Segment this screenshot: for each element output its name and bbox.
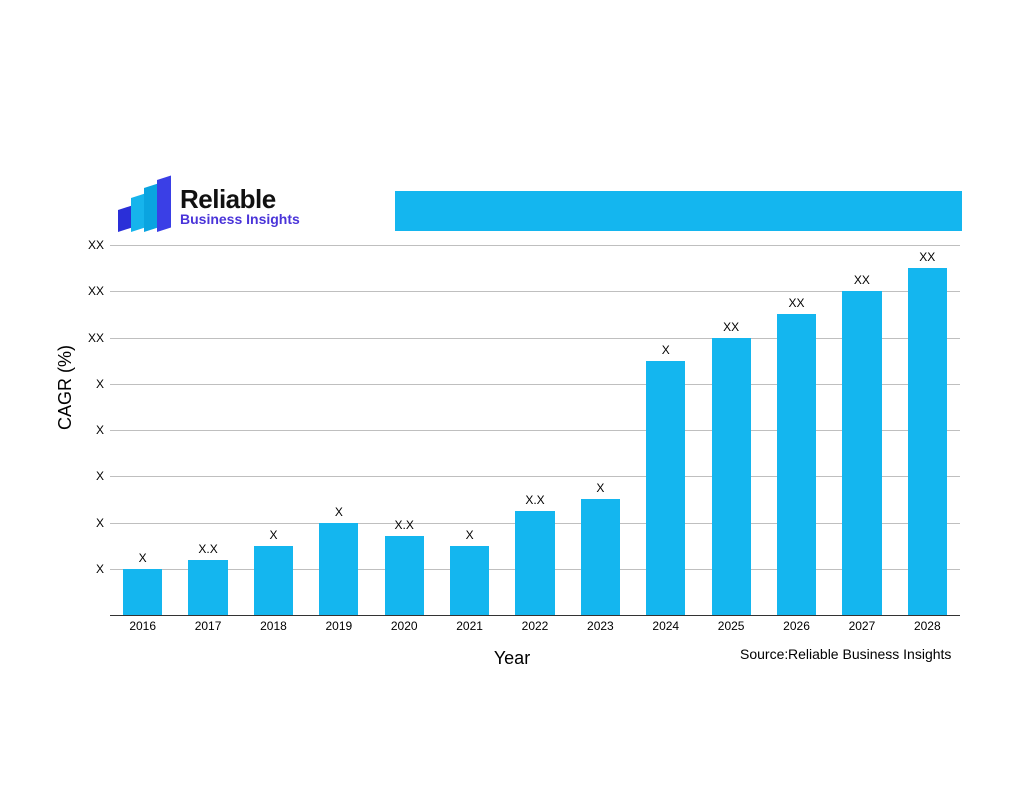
logo-bar-icon [144,183,158,232]
bar [188,560,227,616]
bar-value-label: XX [723,320,739,334]
bar-value-label: XX [919,250,935,264]
x-tick-label: 2020 [391,619,418,633]
source-value: Reliable Business Insights [788,646,951,662]
bar-value-label: X [662,343,670,357]
logo-line1: Reliable [180,186,300,212]
y-tick-label: X [72,562,104,576]
gridline [110,291,960,292]
y-tick-label: X [72,377,104,391]
bar [385,536,424,615]
logo-bars-icon [118,180,174,232]
gridline [110,430,960,431]
x-tick-label: 2025 [718,619,745,633]
y-tick-label: XX [72,331,104,345]
logo-bar-icon [118,205,132,232]
bar-value-label: XX [854,273,870,287]
bar [319,523,358,616]
y-tick-label: XX [72,284,104,298]
brand-logo: Reliable Business Insights [118,180,300,232]
plot-area: XXXXXXXXXXXX2016X.X2017X2018X2019X.X2020… [110,245,960,616]
y-axis-label: CAGR (%) [55,345,76,430]
bar [777,314,816,615]
x-tick-label: 2026 [783,619,810,633]
bar-value-label: X [466,528,474,542]
bar-value-label: X.X [395,518,414,532]
source-label: Source: [740,646,788,662]
x-tick-label: 2022 [522,619,549,633]
x-tick-label: 2019 [325,619,352,633]
logo-line2: Business Insights [180,212,300,226]
logo-bar-icon [157,175,171,232]
bar-value-label: X [139,551,147,565]
logo-bar-icon [131,193,145,232]
bar-value-label: X [596,481,604,495]
y-tick-label: X [72,469,104,483]
x-tick-label: 2027 [849,619,876,633]
bar [515,511,554,615]
y-tick-label: X [72,516,104,530]
bar [646,361,685,615]
bar [450,546,489,615]
y-tick-label: X [72,423,104,437]
y-tick-label: XX [72,238,104,252]
x-tick-label: 2028 [914,619,941,633]
cagr-bar-chart: XXXXXXXXXXXX2016X.X2017X2018X2019X.X2020… [110,245,960,615]
bar [842,291,881,615]
x-tick-label: 2018 [260,619,287,633]
gridline [110,245,960,246]
bar-value-label: X.X [198,542,217,556]
bar [581,499,620,615]
x-tick-label: 2023 [587,619,614,633]
gridline [110,384,960,385]
bar-value-label: X.X [525,493,544,507]
logo-text: Reliable Business Insights [180,186,300,226]
bar-value-label: X [269,528,277,542]
x-tick-label: 2021 [456,619,483,633]
bar [123,569,162,615]
bar-value-label: X [335,505,343,519]
bar-value-label: XX [789,296,805,310]
bar [908,268,947,615]
gridline [110,338,960,339]
stage: Reliable Business Insights XXXXXXXXXXXX2… [0,0,1024,791]
title-bar [395,191,962,231]
x-tick-label: 2017 [195,619,222,633]
x-tick-label: 2016 [129,619,156,633]
bar [254,546,293,615]
gridline [110,476,960,477]
x-tick-label: 2024 [652,619,679,633]
bar [712,338,751,616]
